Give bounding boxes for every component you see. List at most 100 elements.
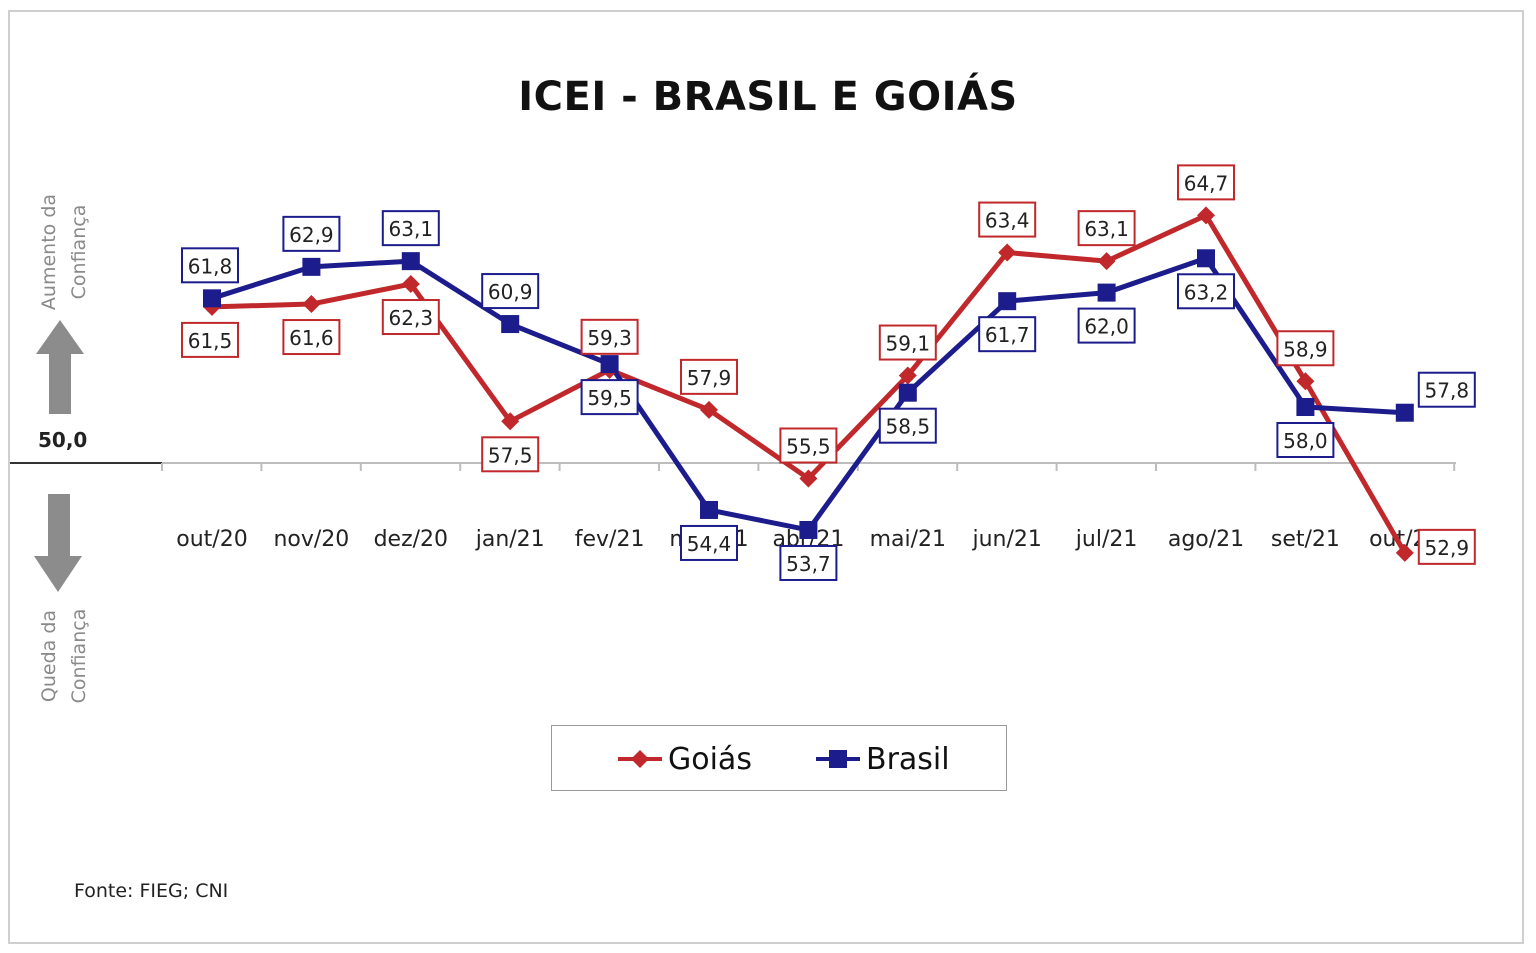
data-label-brasil: 53,7	[779, 544, 838, 581]
svg-text:57,9: 57,9	[687, 366, 732, 390]
baseline-value: 50,0	[38, 428, 88, 452]
svg-text:58,5: 58,5	[886, 415, 931, 439]
goias-point	[401, 275, 420, 294]
legend-item-brasil: Brasil	[814, 726, 950, 792]
x-tick-label: ago/21	[1168, 527, 1244, 552]
svg-text:57,8: 57,8	[1425, 379, 1470, 403]
goias-point	[501, 412, 520, 431]
svg-text:63,1: 63,1	[1084, 217, 1129, 241]
data-label-brasil: 61,7	[978, 316, 1037, 353]
data-label-brasil: 62,9	[282, 215, 341, 252]
goias-point	[700, 400, 718, 419]
goias-point	[799, 469, 818, 488]
svg-text:54,4: 54,4	[687, 532, 732, 556]
chart-legend: Goiás Brasil	[551, 725, 1007, 791]
down-arrow-icon	[34, 556, 82, 592]
data-label-goias: 57,5	[481, 436, 540, 473]
goias-point	[302, 295, 321, 314]
legend-item-goias: Goiás	[616, 726, 752, 792]
legend-square-icon	[816, 750, 860, 768]
data-label-goias: 59,3	[580, 318, 639, 355]
brasil-point	[501, 315, 520, 334]
data-label-goias: 58,9	[1276, 330, 1335, 367]
svg-text:59,3: 59,3	[587, 326, 632, 350]
data-label-goias: 62,3	[381, 299, 440, 336]
x-tick-label: set/21	[1271, 527, 1340, 552]
x-tick-label: fev/21	[575, 527, 645, 552]
x-tick-label: out/20	[176, 527, 247, 552]
goias-point	[998, 243, 1017, 262]
legend-label-brasil: Brasil	[866, 741, 950, 777]
upper-axis-label-line2: Confiança	[68, 204, 90, 300]
data-label-brasil: 60,9	[481, 273, 540, 310]
x-tick-label: dez/20	[374, 527, 448, 552]
brasil-point	[1197, 249, 1215, 268]
brasil-point	[898, 383, 917, 402]
goias-point	[1296, 372, 1315, 391]
x-tick-label: nov/20	[273, 527, 349, 552]
data-label-brasil: 61,8	[181, 247, 239, 284]
svg-text:63,1: 63,1	[389, 217, 434, 241]
data-label-goias: 59,1	[878, 324, 937, 361]
lower-axis-label-line1: Queda da	[38, 609, 60, 703]
data-label-goias: 61,6	[282, 319, 341, 356]
brasil-point	[1296, 398, 1315, 416]
lower-axis-label: Queda da Confiança	[34, 546, 94, 766]
data-label-brasil: 54,4	[680, 524, 738, 561]
up-arrow-icon-shaft	[49, 352, 71, 414]
svg-text:62,3: 62,3	[389, 306, 434, 330]
brasil-point	[998, 292, 1017, 311]
x-tick-label: jul/21	[1075, 527, 1138, 552]
goias-point	[1197, 206, 1215, 225]
legend-diamond-icon	[618, 750, 662, 768]
data-label-brasil: 62,0	[1077, 307, 1136, 344]
svg-text:58,9: 58,9	[1283, 337, 1328, 361]
svg-text:64,7: 64,7	[1184, 171, 1229, 195]
svg-text:59,1: 59,1	[886, 332, 931, 356]
upper-axis-label: Aumento da Confiança	[34, 142, 94, 362]
svg-text:59,5: 59,5	[587, 386, 632, 410]
source-note: Fonte: FIEG; CNI	[74, 880, 229, 902]
lower-axis-label-line2: Confiança	[68, 608, 90, 704]
data-label-brasil: 63,2	[1177, 273, 1235, 310]
svg-text:63,2: 63,2	[1184, 280, 1229, 304]
upper-axis-label-line1: Aumento da	[38, 193, 60, 311]
svg-text:52,9: 52,9	[1425, 536, 1470, 560]
svg-text:58,0: 58,0	[1283, 429, 1328, 453]
data-label-brasil: 63,1	[381, 210, 440, 247]
goias-point	[1097, 252, 1116, 271]
data-label-goias: 63,4	[978, 201, 1037, 238]
svg-text:61,6: 61,6	[289, 326, 334, 350]
brasil-point	[600, 355, 619, 374]
brasil-point	[1097, 283, 1116, 302]
data-label-goias: 52,9	[1417, 528, 1476, 565]
chart-title: ICEI - BRASIL E GOIÁS	[518, 74, 1018, 120]
legend-label-goias: Goiás	[668, 741, 752, 777]
brasil-point	[700, 500, 718, 519]
down-arrow-icon-shaft	[48, 494, 70, 558]
brasil-point	[1395, 403, 1414, 422]
svg-text:61,7: 61,7	[985, 323, 1030, 347]
svg-text:62,0: 62,0	[1084, 315, 1129, 339]
svg-text:62,9: 62,9	[289, 223, 334, 247]
brasil-point	[203, 289, 221, 308]
data-label-brasil: 59,5	[580, 379, 639, 416]
data-label-goias: 55,5	[779, 427, 838, 464]
data-label-brasil: 58,5	[878, 407, 937, 444]
series-line-goias	[211, 212, 1407, 555]
svg-text:61,5: 61,5	[188, 329, 233, 353]
svg-text:55,5: 55,5	[786, 435, 831, 459]
data-label-goias: 64,7	[1177, 164, 1235, 201]
svg-text:60,9: 60,9	[488, 280, 533, 304]
svg-text:53,7: 53,7	[786, 552, 831, 576]
goias-point	[898, 366, 917, 385]
x-tick-label: jan/21	[475, 527, 545, 552]
brasil-point	[302, 257, 321, 276]
data-label-goias: 63,1	[1077, 210, 1136, 247]
x-tick-label: mai/21	[870, 527, 946, 552]
brasil-point	[799, 520, 818, 539]
data-label-goias: 61,5	[181, 321, 239, 358]
data-label-goias: 57,9	[680, 358, 738, 395]
svg-text:61,8: 61,8	[188, 254, 233, 278]
